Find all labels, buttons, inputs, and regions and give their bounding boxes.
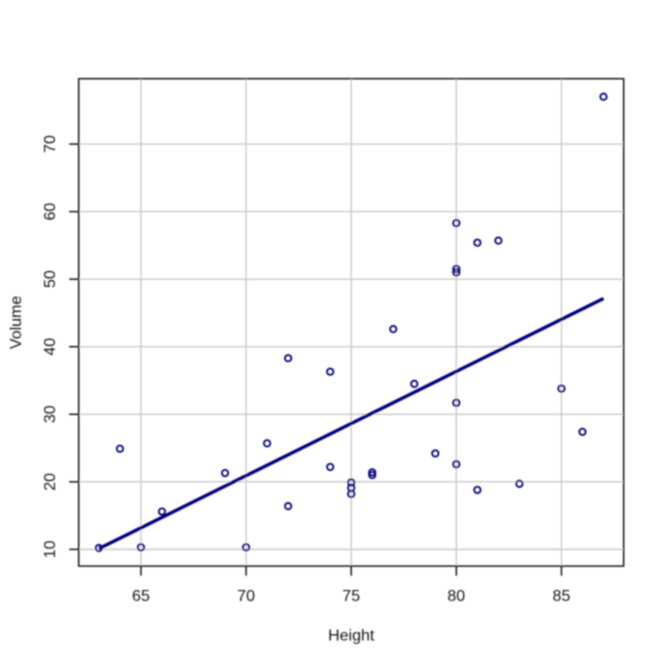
svg-text:50: 50 — [42, 270, 59, 288]
svg-text:85: 85 — [553, 588, 571, 605]
svg-text:65: 65 — [132, 588, 150, 605]
svg-text:70: 70 — [237, 588, 255, 605]
svg-text:Height: Height — [328, 628, 375, 645]
svg-text:60: 60 — [42, 203, 59, 221]
svg-text:70: 70 — [42, 135, 59, 153]
svg-text:75: 75 — [342, 588, 360, 605]
svg-text:Volume: Volume — [8, 296, 25, 349]
svg-text:40: 40 — [42, 338, 59, 356]
svg-text:80: 80 — [447, 588, 465, 605]
svg-text:10: 10 — [42, 540, 59, 558]
svg-text:30: 30 — [42, 405, 59, 423]
svg-text:20: 20 — [42, 473, 59, 491]
